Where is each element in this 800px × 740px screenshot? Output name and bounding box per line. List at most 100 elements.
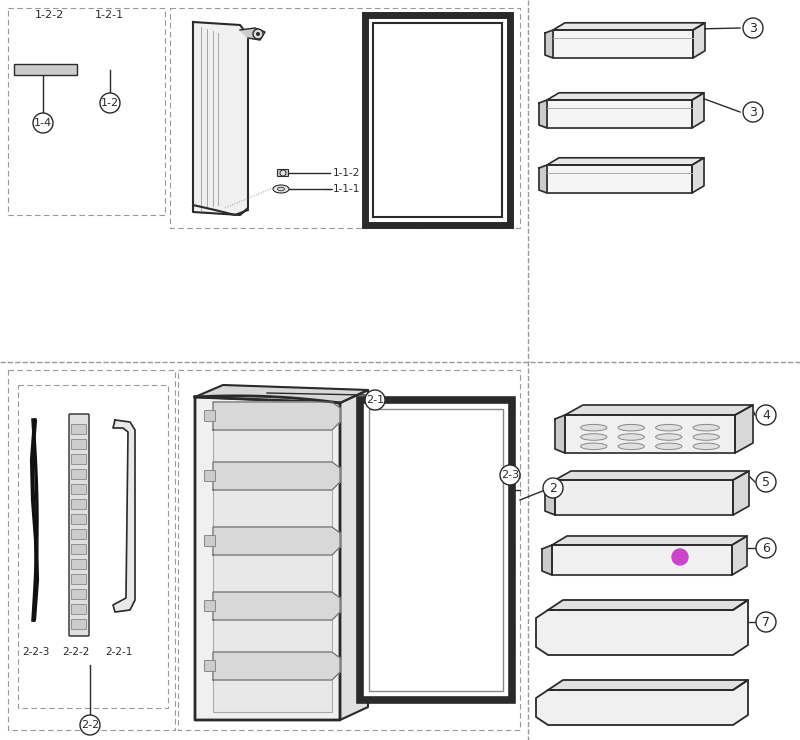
FancyBboxPatch shape [71, 425, 86, 434]
Polygon shape [536, 600, 748, 655]
Polygon shape [545, 30, 553, 58]
Polygon shape [240, 28, 265, 40]
Polygon shape [213, 462, 340, 490]
Polygon shape [545, 480, 555, 515]
FancyBboxPatch shape [369, 409, 503, 691]
FancyBboxPatch shape [71, 574, 86, 585]
Polygon shape [552, 536, 747, 545]
Circle shape [756, 612, 776, 632]
Circle shape [280, 170, 286, 176]
Text: 2-2: 2-2 [81, 720, 99, 730]
FancyBboxPatch shape [71, 530, 86, 539]
Text: 6: 6 [762, 542, 770, 554]
Text: 1-1-1: 1-1-1 [333, 184, 360, 194]
Text: 2-2-1: 2-2-1 [105, 647, 132, 657]
Polygon shape [548, 680, 748, 690]
Text: 2-1: 2-1 [366, 395, 384, 405]
Text: 3: 3 [749, 21, 757, 35]
FancyBboxPatch shape [71, 619, 86, 630]
Ellipse shape [278, 187, 285, 191]
Polygon shape [552, 545, 732, 575]
FancyBboxPatch shape [14, 64, 78, 75]
Ellipse shape [656, 434, 682, 440]
Polygon shape [195, 385, 368, 403]
FancyBboxPatch shape [69, 414, 89, 636]
Text: 5: 5 [762, 476, 770, 488]
Polygon shape [565, 405, 753, 415]
Text: 1-2: 1-2 [101, 98, 119, 108]
FancyBboxPatch shape [373, 23, 502, 217]
Text: 2-2-3: 2-2-3 [22, 647, 50, 657]
Text: 2: 2 [549, 482, 557, 494]
Polygon shape [542, 545, 552, 575]
Circle shape [365, 390, 385, 410]
Circle shape [253, 29, 263, 39]
FancyBboxPatch shape [205, 411, 215, 422]
Ellipse shape [618, 434, 644, 440]
Ellipse shape [273, 185, 289, 193]
Ellipse shape [581, 425, 607, 431]
FancyBboxPatch shape [71, 500, 86, 510]
Ellipse shape [693, 443, 719, 450]
Circle shape [756, 538, 776, 558]
Circle shape [80, 715, 100, 735]
FancyBboxPatch shape [205, 600, 215, 611]
Polygon shape [553, 23, 705, 30]
Ellipse shape [693, 425, 719, 431]
FancyBboxPatch shape [278, 169, 289, 177]
Polygon shape [547, 100, 692, 128]
Text: 1-4: 1-4 [34, 118, 52, 128]
Polygon shape [693, 23, 705, 58]
Ellipse shape [581, 434, 607, 440]
Ellipse shape [618, 443, 644, 450]
Bar [213, 415, 332, 712]
Polygon shape [213, 402, 340, 430]
Circle shape [756, 405, 776, 425]
FancyBboxPatch shape [71, 545, 86, 554]
Circle shape [33, 113, 53, 133]
Ellipse shape [656, 443, 682, 450]
FancyBboxPatch shape [205, 471, 215, 482]
Polygon shape [732, 536, 747, 575]
Polygon shape [536, 680, 748, 725]
FancyBboxPatch shape [71, 514, 86, 525]
Text: 1-2-1: 1-2-1 [95, 10, 124, 20]
Polygon shape [213, 592, 340, 620]
Circle shape [256, 32, 260, 36]
Text: 1-2-2: 1-2-2 [35, 10, 64, 20]
Circle shape [743, 102, 763, 122]
FancyBboxPatch shape [71, 590, 86, 599]
Ellipse shape [581, 443, 607, 450]
Polygon shape [692, 92, 704, 128]
Polygon shape [193, 22, 248, 215]
Polygon shape [735, 405, 753, 453]
Text: 4: 4 [762, 408, 770, 422]
Polygon shape [113, 420, 135, 612]
FancyBboxPatch shape [71, 605, 86, 614]
Polygon shape [565, 415, 735, 453]
Text: 7: 7 [762, 616, 770, 628]
Polygon shape [555, 471, 749, 480]
FancyBboxPatch shape [365, 15, 510, 225]
Text: 2-3: 2-3 [501, 470, 519, 480]
FancyBboxPatch shape [360, 400, 512, 700]
Polygon shape [213, 652, 340, 680]
Polygon shape [340, 390, 368, 720]
FancyBboxPatch shape [71, 440, 86, 449]
Polygon shape [195, 397, 340, 720]
Polygon shape [547, 165, 692, 193]
FancyBboxPatch shape [71, 469, 86, 480]
Text: 2-2-2: 2-2-2 [62, 647, 90, 657]
Polygon shape [547, 92, 704, 100]
Circle shape [543, 478, 563, 498]
Ellipse shape [656, 425, 682, 431]
Polygon shape [553, 30, 693, 58]
Ellipse shape [693, 434, 719, 440]
FancyBboxPatch shape [71, 485, 86, 494]
Circle shape [743, 18, 763, 38]
FancyBboxPatch shape [205, 536, 215, 547]
FancyBboxPatch shape [71, 559, 86, 570]
Polygon shape [539, 100, 547, 128]
Polygon shape [539, 165, 547, 193]
Text: 1-1-2: 1-1-2 [333, 168, 360, 178]
